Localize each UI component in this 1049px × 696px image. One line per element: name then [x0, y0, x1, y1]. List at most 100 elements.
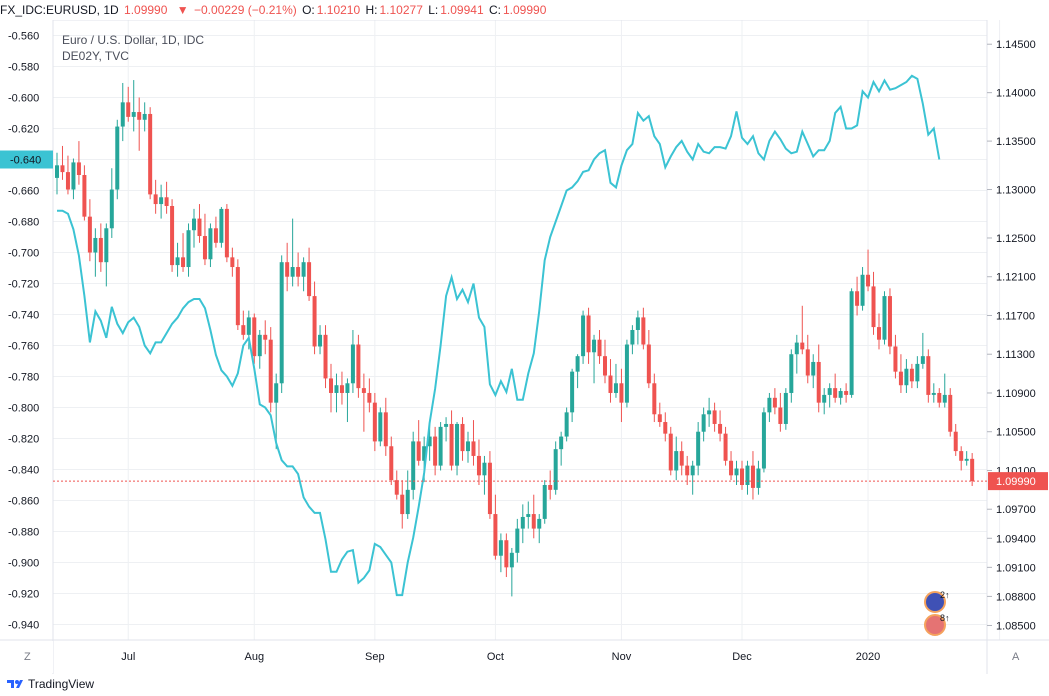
candle-body — [137, 112, 142, 120]
left-scale-button[interactable]: Z — [0, 641, 53, 673]
candle-body — [219, 208, 224, 243]
candle — [734, 460, 739, 485]
candle — [761, 407, 766, 473]
left-tick-label: -0.820 — [8, 434, 39, 446]
candle — [948, 388, 953, 437]
candle — [827, 383, 832, 408]
candle — [877, 313, 881, 350]
tradingview-icon — [7, 680, 23, 688]
candle-body — [98, 237, 103, 263]
tradingview-logo[interactable]: TradingView — [6, 677, 94, 691]
candle — [871, 271, 876, 335]
candle-body — [148, 113, 153, 195]
candle — [646, 330, 651, 389]
candle — [723, 426, 728, 466]
candle — [438, 422, 443, 471]
candle-body — [378, 412, 383, 442]
candle-body — [285, 262, 290, 277]
right-tick-label: 1.11700 — [996, 310, 1035, 322]
candle — [202, 213, 207, 266]
candle — [153, 179, 158, 214]
candle — [148, 107, 153, 200]
overlay-line — [57, 74, 941, 597]
candle-body — [301, 262, 306, 277]
candle — [82, 165, 87, 221]
candle — [526, 501, 531, 529]
candle — [942, 373, 947, 408]
candle — [553, 441, 558, 495]
left-axis[interactable]: -0.560 -0.580 -0.600 -0.620 -0.640 -0.660 -0.6… — [8, 31, 39, 632]
candle-body — [887, 296, 892, 347]
open-value: 1.10210 — [316, 3, 361, 17]
right-tick-label: 1.12500 — [996, 233, 1036, 245]
right-axis[interactable]: 1.14500 1.14000 1.13500 1.13000 1.12500 1.121… — [987, 39, 1036, 632]
candle — [487, 451, 492, 519]
candle-body — [356, 344, 361, 389]
candle-body — [898, 371, 903, 386]
chart-canvas[interactable]: -0.560 -0.580 -0.600 -0.620 -0.640 -0.660 -0.6… — [0, 20, 1049, 674]
candle — [55, 152, 59, 195]
candle-body — [948, 394, 953, 432]
candle-body — [586, 315, 591, 353]
candle — [575, 354, 580, 389]
candle-body — [553, 449, 558, 490]
candle — [307, 247, 312, 301]
candle-body — [263, 334, 268, 340]
left-tick-label: -0.620 — [8, 124, 39, 136]
candle — [394, 470, 399, 500]
candle-body — [838, 391, 843, 398]
candle — [920, 332, 925, 369]
candle-body — [498, 540, 503, 556]
candle — [696, 422, 701, 476]
right-tick-label: 1.13000 — [996, 185, 1036, 197]
candle-body — [537, 518, 542, 529]
candle-body — [109, 189, 114, 229]
candle-body — [920, 356, 925, 364]
candle-body — [624, 344, 629, 403]
candle — [334, 373, 339, 413]
left-tick-label: -0.560 — [8, 31, 39, 43]
candle-body — [613, 383, 618, 393]
candle — [772, 388, 777, 415]
candle — [504, 533, 509, 578]
candle-body — [208, 228, 213, 260]
flag-badge-us[interactable]: 8↑ — [924, 613, 950, 636]
candle — [449, 410, 454, 471]
time-tick-label: Nov — [612, 651, 632, 663]
price-change: −0.00229 (−0.21%) — [194, 3, 297, 17]
candle — [104, 223, 109, 287]
time-axis[interactable]: JulAugSepOctNovDec2020Feb — [121, 651, 1009, 663]
candle — [657, 402, 662, 427]
candle-body — [674, 451, 679, 471]
candle-body — [811, 361, 816, 376]
candle — [964, 451, 969, 466]
candle — [224, 204, 229, 263]
candle — [581, 310, 586, 364]
candle — [630, 325, 635, 355]
candle — [959, 446, 964, 471]
candle — [548, 470, 553, 500]
candle-body — [630, 330, 635, 345]
candle — [208, 223, 213, 268]
candle-body — [729, 460, 734, 476]
candle — [597, 330, 602, 364]
candle-body — [279, 262, 284, 384]
candle-body — [120, 102, 125, 127]
candle-body — [131, 112, 136, 117]
candle-body — [871, 286, 876, 328]
candle-body — [712, 410, 717, 424]
candle — [866, 249, 871, 292]
symbol-title[interactable]: FX_IDC:EURUSD, 1D — [0, 3, 119, 17]
main-series-legend[interactable]: Euro / U.S. Dollar, 1D, IDC — [62, 33, 205, 47]
flag-badge-eu[interactable]: 2↑ — [924, 590, 950, 613]
candle-body — [652, 383, 657, 415]
candle-body — [142, 113, 147, 120]
auto-scale-button[interactable]: A — [988, 641, 1048, 673]
overlay-series-legend[interactable]: DE02Y, TVC — [62, 49, 129, 63]
left-tick-label: -0.880 — [8, 527, 39, 539]
candle-body — [213, 228, 218, 243]
right-tick-label: 1.09400 — [996, 533, 1036, 545]
candle-body — [926, 356, 931, 395]
candle-body — [71, 162, 76, 190]
candle — [970, 453, 975, 486]
